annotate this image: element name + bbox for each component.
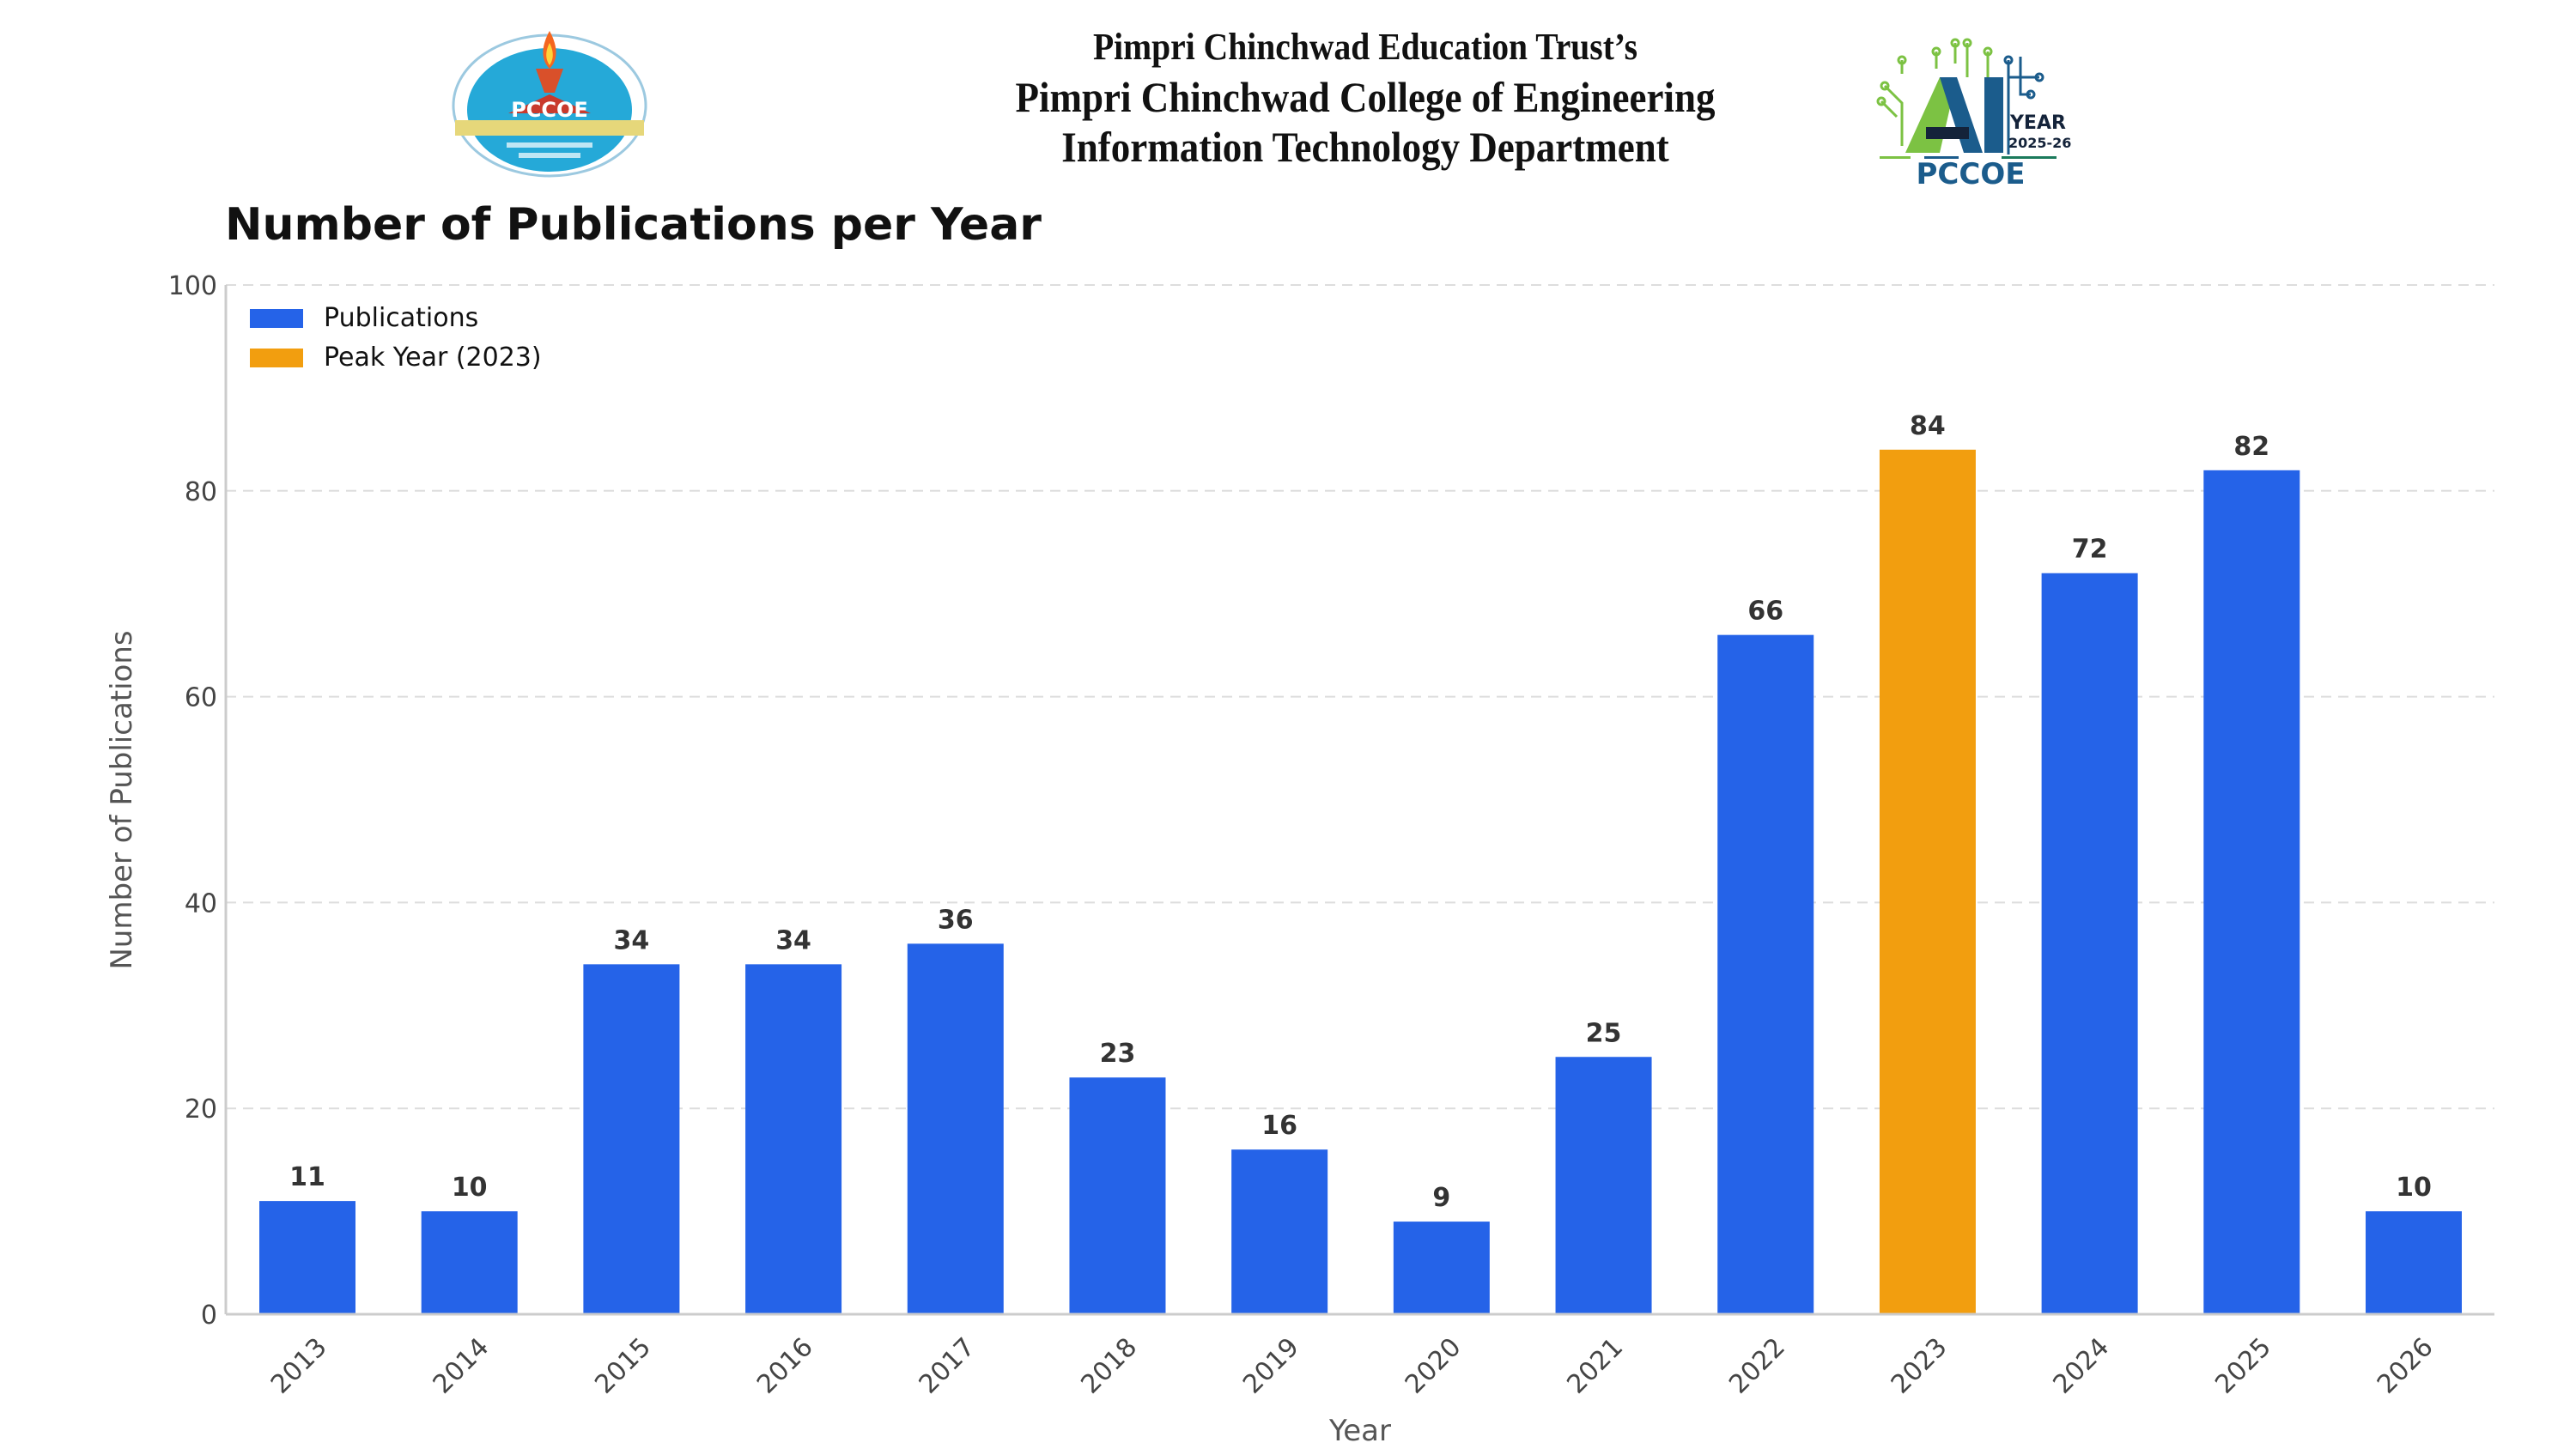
legend-swatch	[250, 309, 303, 328]
value-label: 23	[1100, 1039, 1136, 1069]
svg-text:PCCOE: PCCOE	[1917, 157, 2026, 189]
college-line: Pimpri Chinchwad College of Engineering	[1015, 73, 1716, 121]
value-label: 84	[1910, 411, 1946, 441]
bar	[421, 1211, 518, 1314]
legend-label: Publications	[324, 303, 478, 333]
value-label: 34	[614, 925, 650, 955]
y-axis-label: Number of Publications	[105, 630, 139, 969]
svg-text:PCCOE: PCCOE	[511, 98, 588, 122]
y-tick-label: 60	[185, 683, 217, 713]
value-label: 66	[1747, 597, 1783, 627]
bar	[2203, 470, 2300, 1314]
ai-year-logo-icon: YEAR 2025-26 PCCOE	[1876, 38, 2071, 189]
x-tick-label: 2018	[1075, 1332, 1143, 1400]
legend: Publications Peak Year (2023)	[250, 303, 542, 373]
x-tick-label: 2013	[265, 1332, 333, 1400]
axes	[224, 285, 2494, 1316]
x-tick-label: 2023	[1886, 1332, 1953, 1400]
value-label: 34	[775, 925, 811, 955]
x-tick-labels: 2013 2014 2015 2016 2017 2018 2019 2020 2021 2022…	[265, 1332, 2439, 1400]
x-tick-label: 2025	[2209, 1332, 2277, 1400]
x-tick-label: 2024	[2048, 1332, 2116, 1400]
legend-swatch	[250, 349, 303, 367]
y-tick-label: 20	[185, 1094, 217, 1125]
chart-title: Number of Publications per Year	[225, 199, 1042, 251]
x-tick-label: 2022	[1723, 1332, 1791, 1400]
bar	[1231, 1149, 1328, 1314]
bar	[1393, 1222, 1490, 1314]
svg-text:2025-26: 2025-26	[2008, 135, 2071, 151]
value-label: 36	[938, 905, 974, 935]
bar	[745, 964, 842, 1314]
bar	[2366, 1211, 2462, 1314]
y-tick-label: 0	[201, 1300, 217, 1331]
x-tick-label: 2019	[1237, 1332, 1305, 1400]
y-tick-label: 80	[185, 477, 217, 507]
bar	[907, 943, 1004, 1314]
department-line: Information Technology Department	[1061, 123, 1669, 171]
bar	[1717, 634, 1814, 1314]
bar-peak	[1879, 449, 1976, 1314]
page-header: PCCOE Pimpri Chinchwad Education Trust’s…	[0, 0, 2576, 197]
value-label: 72	[2072, 535, 2108, 565]
value-label: 16	[1261, 1111, 1297, 1141]
y-tick-label: 40	[185, 888, 217, 919]
pccoe-emblem-icon: PCCOE	[452, 31, 647, 178]
value-label: 25	[1586, 1018, 1622, 1048]
value-label: 11	[289, 1162, 325, 1192]
gridlines	[226, 284, 2494, 1110]
value-label: 10	[452, 1173, 488, 1203]
bar	[259, 1201, 355, 1314]
value-label: 82	[2233, 432, 2269, 462]
x-tick-label: 2021	[1561, 1332, 1629, 1400]
x-tick-label: 2014	[428, 1332, 495, 1400]
bar	[583, 964, 680, 1314]
x-tick-label: 2016	[751, 1332, 819, 1400]
x-axis-label: Year	[1328, 1414, 1391, 1448]
bars	[259, 449, 2462, 1314]
trust-line: Pimpri Chinchwad Education Trust’s	[1092, 26, 1638, 68]
value-labels: 11 10 34 34 36 23 16 9 25 66 84 72 82 10	[289, 411, 2432, 1213]
x-tick-label: 2017	[914, 1332, 981, 1400]
bar	[2041, 573, 2138, 1314]
bar	[1069, 1077, 1166, 1314]
svg-text:YEAR: YEAR	[2009, 112, 2066, 134]
value-label: 9	[1432, 1183, 1450, 1213]
x-tick-label: 2020	[1400, 1332, 1467, 1400]
y-tick-labels: 0 20 40 60 80 100	[168, 271, 217, 1331]
legend-label: Peak Year (2023)	[324, 343, 542, 373]
x-tick-label: 2026	[2372, 1332, 2439, 1400]
x-tick-label: 2015	[589, 1332, 657, 1400]
y-tick-label: 100	[168, 271, 217, 301]
institution-heading: Pimpri Chinchwad Education Trust’s Pimpr…	[956, 22, 1775, 172]
bar	[1555, 1057, 1652, 1314]
value-label: 10	[2396, 1173, 2432, 1203]
